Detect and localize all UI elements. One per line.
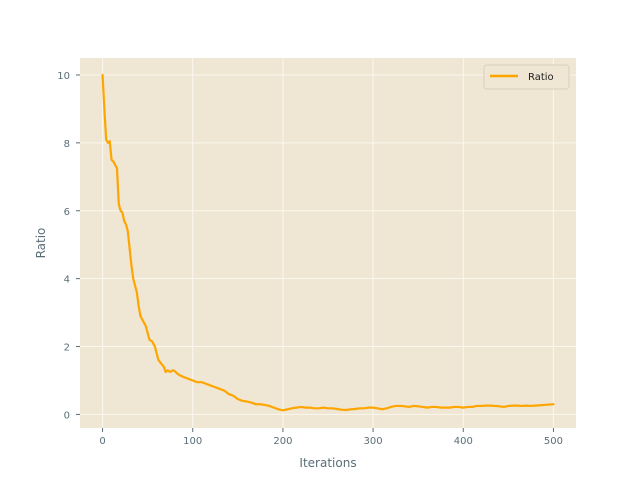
legend-label: Ratio (528, 72, 554, 83)
legend: Ratio (483, 64, 570, 90)
x-tick-label: 100 (183, 436, 202, 447)
ticks: 0 100 200 300 400 500 0 2 4 6 8 10 (57, 71, 563, 447)
plot-area (80, 58, 576, 428)
x-tick-label: 200 (273, 436, 292, 447)
x-axis-label: Iterations (299, 456, 356, 470)
x-tick-label: 0 (99, 436, 105, 447)
x-tick-label: 400 (454, 436, 473, 447)
y-tick-label: 4 (64, 275, 70, 286)
y-tick-label: 0 (64, 410, 70, 421)
y-tick-label: 2 (64, 343, 70, 354)
y-tick-label: 8 (64, 139, 70, 150)
series-line-ratio (101, 73, 555, 412)
x-tick-label: 300 (364, 436, 383, 447)
y-tick-label: 10 (57, 71, 70, 82)
x-tick-label: 500 (544, 436, 563, 447)
grid (80, 58, 576, 428)
y-axis-label: Ratio (34, 228, 48, 259)
y-tick-label: 6 (64, 207, 70, 218)
series-layer (101, 73, 555, 412)
legend-box (483, 64, 570, 90)
